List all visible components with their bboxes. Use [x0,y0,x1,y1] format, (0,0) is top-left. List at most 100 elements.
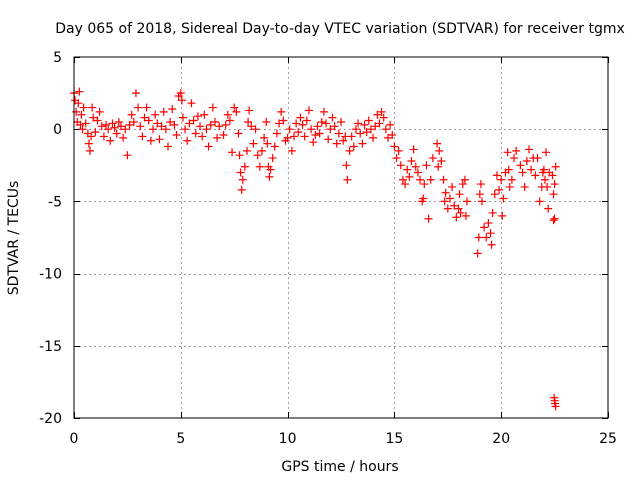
data-point [81,119,90,128]
data-point [200,110,209,119]
data-point [187,99,196,108]
x-tick-label: 10 [279,431,297,447]
data-point [437,156,446,165]
data-point [369,133,378,142]
data-point [403,165,412,174]
data-point [322,119,331,128]
data-point [407,156,416,165]
data-point [172,130,181,139]
y-tick-label: -10 [39,267,62,283]
data-point [237,185,246,194]
data-point [157,122,166,131]
data-point [448,182,457,191]
data-point [191,129,200,138]
data-point [548,171,557,180]
data-point [480,223,489,232]
data-point [371,122,380,131]
plot-border [73,56,609,419]
data-point [422,161,431,170]
data-point [527,165,536,174]
y-tick-label: 0 [53,122,62,138]
data-point [127,110,136,119]
data-point [76,120,85,129]
data-point [458,180,467,189]
data-point [477,197,486,206]
x-tick-label: 25 [599,431,617,447]
data-point [260,133,269,142]
data-point [390,142,399,151]
data-point [249,139,258,148]
data-point [300,132,309,141]
data-point [420,180,429,189]
data-point [235,151,244,160]
data-point [266,165,275,174]
data-point [495,185,504,194]
data-point [339,136,348,145]
data-point [516,161,525,170]
data-point [512,146,521,155]
data-point [535,197,544,206]
x-tick-label: 15 [385,431,403,447]
data-point [345,146,354,155]
data-point [202,125,211,134]
data-points [70,87,560,411]
data-point [108,119,117,128]
data-point [332,139,341,148]
data-point [476,180,485,189]
data-point [542,148,551,157]
data-point [230,103,239,112]
data-point [497,175,506,184]
data-point [317,117,326,126]
data-point [396,161,405,170]
data-point [411,162,420,171]
data-point [125,120,134,129]
data-point [79,103,88,112]
data-point [351,125,360,134]
data-point [93,116,102,125]
grid [74,57,608,418]
data-point [84,139,93,148]
data-point [375,119,384,128]
data-point [155,135,164,144]
data-point [486,229,495,238]
data-point [193,112,202,121]
data-point [441,188,450,197]
data-point [247,122,256,131]
data-point [539,165,548,174]
data-point [234,129,243,138]
data-point [522,156,531,165]
data-point [104,125,113,134]
data-point [328,113,337,122]
data-point [358,139,367,148]
y-tick-label: -5 [48,194,62,210]
data-point [210,117,219,126]
data-point [206,120,215,129]
data-point [257,146,266,155]
data-point [238,175,247,184]
data-point [277,107,286,116]
data-point [294,128,303,137]
data-point [129,117,138,126]
data-point [549,216,558,225]
data-point [426,175,435,184]
data-point [510,154,519,163]
data-point [347,132,356,141]
x-axis-label: GPS time / hours [281,459,398,475]
data-point [170,120,179,129]
data-point [450,201,459,210]
data-point [540,175,549,184]
x-tick-label: 5 [176,431,185,447]
data-point [196,122,205,131]
y-axis-label: SDTVAR / TECUs [6,181,22,296]
data-point [424,214,433,223]
data-point [354,119,363,128]
data-point [551,162,560,171]
data-point [136,122,145,131]
data-point [394,146,403,155]
data-point [176,89,185,98]
data-point [228,148,237,157]
data-point [223,110,232,119]
data-point [498,211,507,220]
data-point [304,106,313,115]
